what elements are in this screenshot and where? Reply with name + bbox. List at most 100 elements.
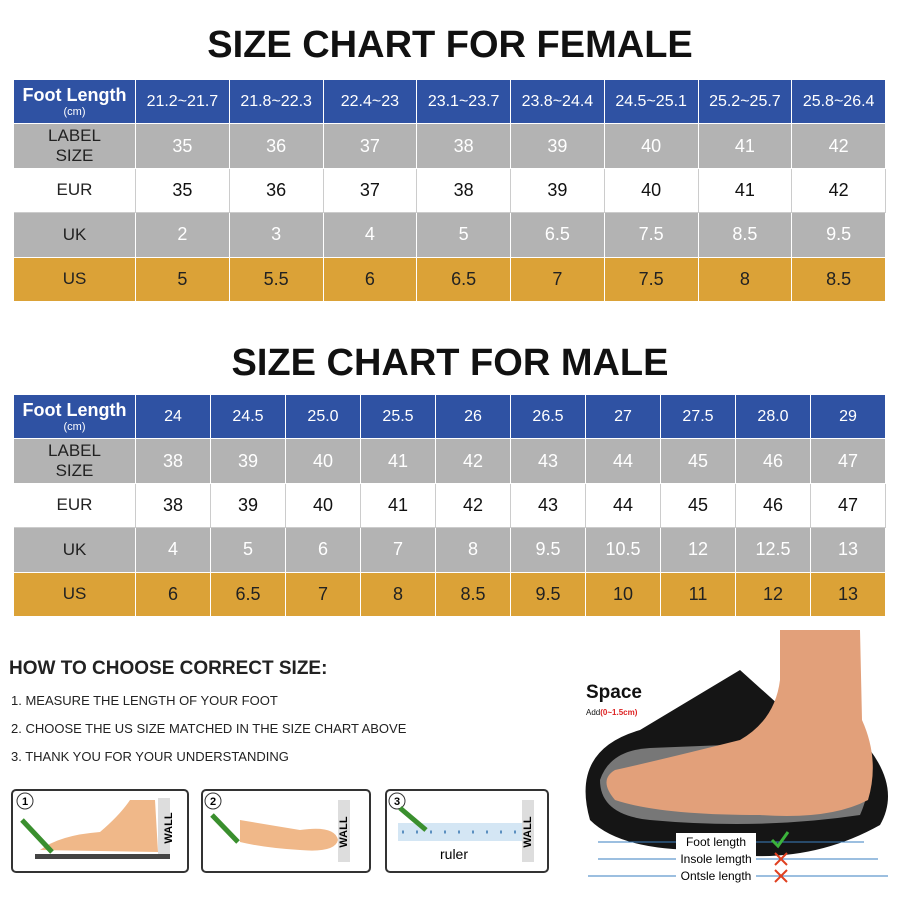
panel-number: 3 [394,796,400,808]
size-cell: 7.5 [604,213,699,258]
size-cell: 12 [736,572,811,617]
size-cell: 41 [361,483,436,529]
size-cell: 7 [361,528,436,573]
size-cell: 7 [511,257,605,302]
guide-title: HOW TO CHOOSE CORRECT SIZE: [9,658,328,679]
size-cell: 39 [511,168,605,214]
size-cell: 38 [417,168,511,214]
label-bg [676,833,756,883]
length-label: Ontsle length [681,869,752,883]
size-cell: 39 [511,124,605,169]
size-cell: 8.5 [792,257,886,302]
size-cell: 10.5 [586,528,661,573]
wall-label: WALL [522,816,534,847]
size-cell: 4 [323,213,418,258]
size-cell: 40 [286,439,361,484]
size-cell: 47 [811,439,886,484]
size-cell: 41 [361,439,436,484]
size-cell: 38 [136,483,211,529]
size-cell: 45 [661,439,736,484]
size-cell: 37 [323,124,418,169]
space-label: Space [586,682,642,703]
size-cell: 9.5 [792,213,886,258]
panel-number: 1 [22,796,28,808]
size-cell: 41 [698,124,793,169]
size-cell: 8 [361,572,436,617]
add-range: (0~1.5cm) [600,708,637,717]
floor [35,854,170,859]
wall-label: WALL [338,816,350,847]
size-cell: 38 [136,439,211,484]
size-cell: 47 [811,483,886,529]
pencil [210,813,240,844]
size-cell: 5 [211,528,286,573]
size-cell: 9.5 [511,528,586,573]
column-header: 25.2~25.7 [698,80,793,125]
wall [522,800,534,862]
size-cell: 36 [229,124,324,169]
size-cell: 46 [736,483,811,529]
column-header: 24.5 [211,395,286,440]
column-header: 22.4~23 [323,80,418,125]
size-cell: 4 [136,528,211,573]
row-label: UK [14,213,136,258]
size-cell: 39 [211,439,286,484]
size-cell: 3 [229,213,324,258]
size-cell: 12 [661,528,736,573]
size-cell: 46 [736,439,811,484]
size-cell: 40 [604,124,699,169]
column-header: 27.5 [661,395,736,440]
column-header: 24 [136,395,211,440]
size-cell: 42 [436,483,511,529]
row-label: US [14,572,136,617]
size-cell: 41 [698,168,793,214]
column-header: 25.0 [286,395,361,440]
add-label: Add(0~1.5cm) [586,708,638,717]
pencil [398,806,428,832]
size-cell: 7.5 [604,257,699,302]
unit: (cm) [63,106,86,119]
size-cell: 6 [136,572,211,617]
size-cell: 42 [436,439,511,484]
unit: (cm) [63,421,86,434]
foot [240,820,338,851]
size-cell: 6.5 [417,257,511,302]
size-cell: 7 [286,572,361,617]
column-header: 23.8~24.4 [511,80,605,125]
column-header: 26 [436,395,511,440]
wall-label: WALL [163,812,175,843]
size-cell: 10 [586,572,661,617]
size-cell: 6.5 [211,572,286,617]
size-cell: 35 [136,124,230,169]
badge [16,792,34,810]
size-cell: 43 [511,439,586,484]
size-cell: 44 [586,439,661,484]
female-title: SIZE CHART FOR FEMALE [207,24,693,66]
size-cell: 6 [323,257,418,302]
row-label: EUR [14,483,136,529]
cross [774,852,788,883]
length-label: Foot length [686,835,746,849]
column-header: 29 [811,395,886,440]
steps: 1. MEASURE THE LENGTH OF YOUR FOOT 2. CH… [11,693,406,777]
header-label: Foot Length (cm) [14,80,136,125]
header-label: Foot Length (cm) [14,395,136,440]
column-header: 24.5~25.1 [604,80,699,125]
size-cell: 8 [698,257,793,302]
row-label: UK [14,528,136,573]
size-cell: 39 [211,483,286,529]
size-cell: 35 [136,168,230,214]
male-title: SIZE CHART FOR MALE [231,342,669,384]
size-cell: 6 [286,528,361,573]
size-cell: 40 [604,168,699,214]
male-table: Foot Length (cm) 24 24.5 25.0 25.5 26 26.5 27 27.… [14,395,886,617]
size-cell: 13 [811,572,886,617]
step: 1. MEASURE THE LENGTH OF YOUR FOOT [11,693,278,708]
size-cell: 42 [792,168,886,214]
size-cell: 36 [229,168,324,214]
size-cell: 8 [436,528,511,573]
row-label: EUR [14,168,136,214]
badge [204,792,222,810]
row-label: LABEL SIZE [14,124,136,169]
step: 2. CHOOSE THE US SIZE MATCHED IN THE SIZ… [11,721,407,736]
